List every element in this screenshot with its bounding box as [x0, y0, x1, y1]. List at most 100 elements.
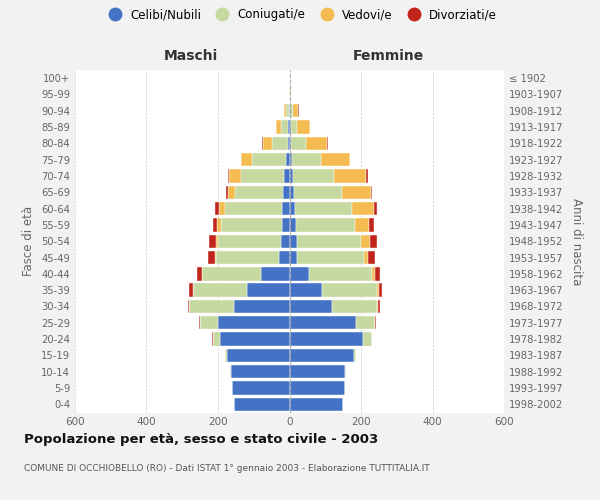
- Y-axis label: Fasce di età: Fasce di età: [22, 206, 35, 276]
- Bar: [290, 218, 296, 232]
- Bar: [188, 300, 190, 313]
- Bar: [290, 170, 293, 182]
- Bar: [218, 316, 290, 330]
- Bar: [290, 382, 345, 394]
- Bar: [290, 120, 297, 134]
- Bar: [208, 251, 215, 264]
- Bar: [279, 251, 290, 264]
- Bar: [190, 284, 193, 297]
- Bar: [367, 170, 368, 182]
- Bar: [228, 170, 229, 182]
- Bar: [334, 170, 367, 182]
- Bar: [368, 251, 375, 264]
- Bar: [284, 104, 286, 118]
- Bar: [298, 104, 299, 118]
- Bar: [290, 186, 294, 199]
- Bar: [263, 136, 272, 150]
- Bar: [289, 120, 290, 134]
- Bar: [281, 218, 290, 232]
- Bar: [361, 234, 370, 248]
- Bar: [371, 186, 373, 199]
- Bar: [289, 104, 290, 118]
- Bar: [262, 136, 263, 150]
- Bar: [220, 332, 290, 346]
- Bar: [235, 186, 283, 199]
- Bar: [289, 88, 290, 101]
- Bar: [225, 202, 283, 215]
- Bar: [379, 284, 382, 297]
- Bar: [227, 348, 290, 362]
- Bar: [356, 316, 376, 330]
- Bar: [378, 300, 380, 313]
- Bar: [200, 316, 218, 330]
- Bar: [290, 153, 292, 166]
- Bar: [276, 120, 281, 134]
- Bar: [286, 104, 289, 118]
- Bar: [215, 251, 216, 264]
- Bar: [202, 267, 261, 280]
- Bar: [213, 218, 217, 232]
- Bar: [226, 186, 227, 199]
- Bar: [290, 234, 296, 248]
- Bar: [364, 251, 368, 264]
- Bar: [290, 267, 309, 280]
- Bar: [217, 218, 221, 232]
- Bar: [345, 365, 346, 378]
- Bar: [297, 120, 310, 134]
- Bar: [190, 300, 234, 313]
- Bar: [372, 267, 374, 280]
- Bar: [355, 218, 369, 232]
- Bar: [290, 202, 295, 215]
- Bar: [286, 153, 290, 166]
- Bar: [281, 120, 289, 134]
- Bar: [290, 284, 322, 297]
- Bar: [298, 251, 364, 264]
- Bar: [197, 267, 202, 280]
- Legend: Celibi/Nubili, Coniugati/e, Vedovi/e, Divorziati/e: Celibi/Nubili, Coniugati/e, Vedovi/e, Di…: [100, 6, 500, 24]
- Bar: [216, 234, 218, 248]
- Bar: [230, 365, 290, 378]
- Bar: [295, 202, 352, 215]
- Bar: [290, 365, 345, 378]
- Bar: [234, 300, 290, 313]
- Bar: [241, 170, 284, 182]
- Bar: [296, 234, 361, 248]
- Bar: [219, 202, 225, 215]
- Text: COMUNE DI OCCHIOBELLO (RO) - Dati ISTAT 1° gennaio 2003 - Elaborazione TUTTITALI: COMUNE DI OCCHIOBELLO (RO) - Dati ISTAT …: [24, 464, 430, 473]
- Bar: [193, 284, 247, 297]
- Bar: [283, 202, 290, 215]
- Bar: [305, 136, 327, 150]
- Bar: [216, 251, 279, 264]
- Bar: [209, 234, 216, 248]
- Bar: [229, 170, 241, 182]
- Bar: [321, 153, 350, 166]
- Bar: [370, 234, 377, 248]
- Bar: [293, 170, 334, 182]
- Bar: [291, 136, 305, 150]
- Bar: [290, 136, 291, 150]
- Bar: [292, 153, 321, 166]
- Bar: [212, 332, 220, 346]
- Bar: [354, 348, 356, 362]
- Bar: [369, 218, 374, 232]
- Bar: [290, 88, 291, 101]
- Bar: [332, 300, 377, 313]
- Text: Femmine: Femmine: [353, 49, 424, 63]
- Bar: [377, 300, 378, 313]
- Bar: [342, 186, 371, 199]
- Bar: [252, 153, 286, 166]
- Bar: [293, 104, 298, 118]
- Bar: [281, 234, 290, 248]
- Bar: [352, 202, 374, 215]
- Bar: [309, 267, 372, 280]
- Text: Maschi: Maschi: [164, 49, 218, 63]
- Bar: [296, 218, 355, 232]
- Bar: [218, 234, 281, 248]
- Bar: [363, 332, 372, 346]
- Bar: [247, 284, 290, 297]
- Bar: [290, 332, 363, 346]
- Bar: [284, 170, 290, 182]
- Bar: [288, 136, 290, 150]
- Bar: [232, 382, 290, 394]
- Bar: [290, 104, 293, 118]
